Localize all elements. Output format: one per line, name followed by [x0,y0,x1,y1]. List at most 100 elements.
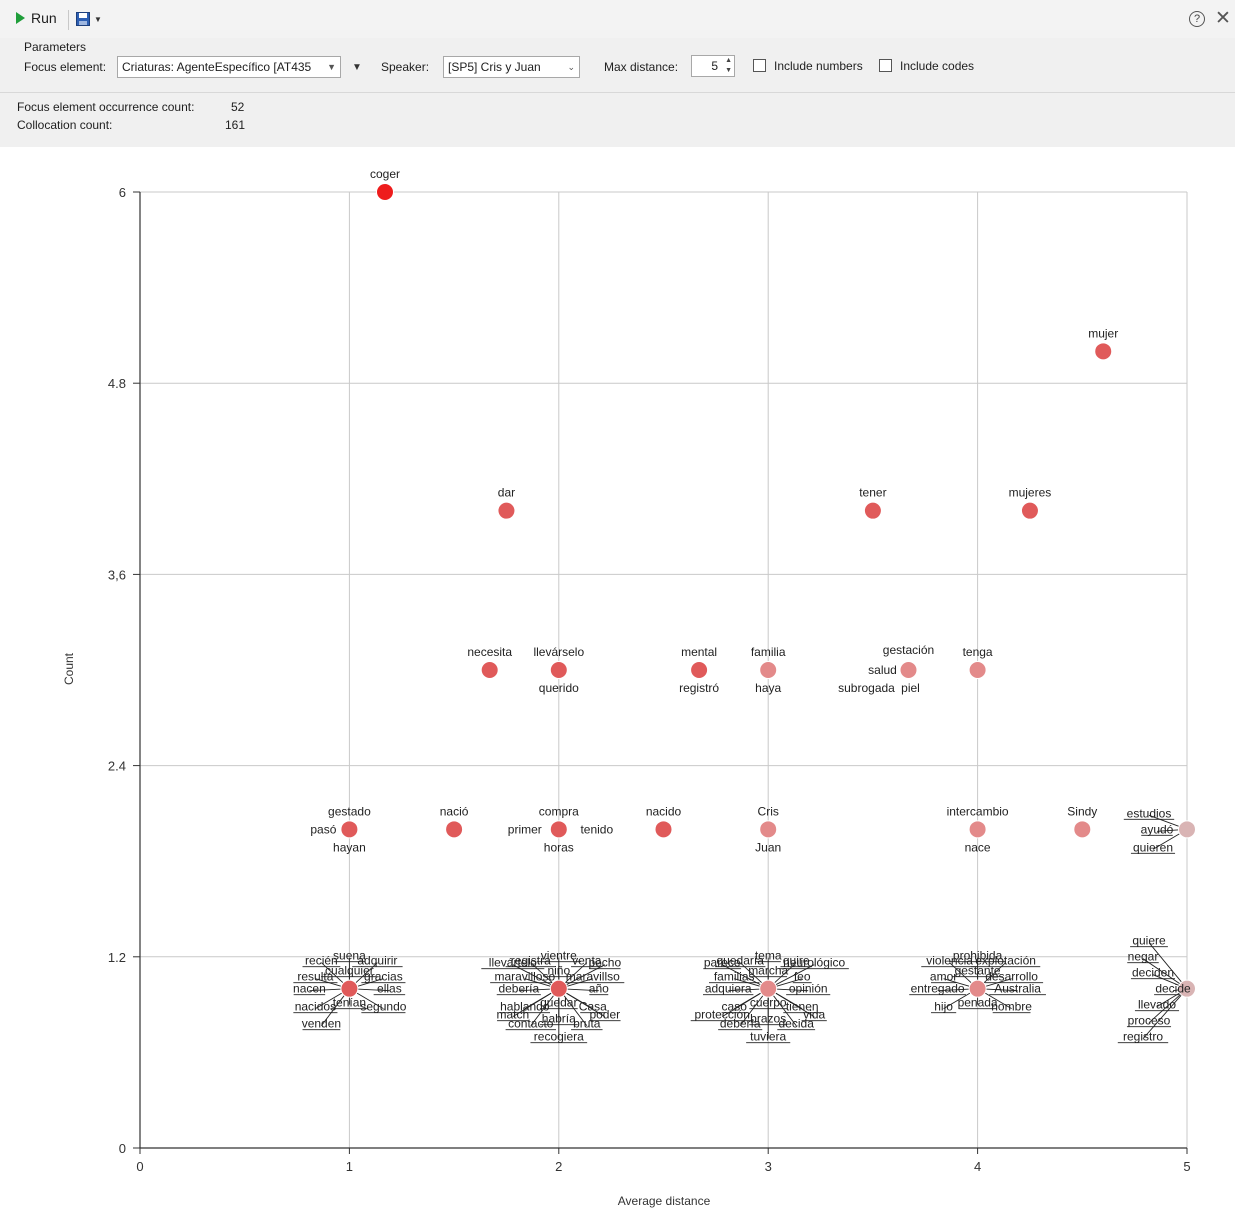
point-label: vida [803,1008,825,1022]
point-label: subrogada [838,681,895,695]
point-label: quedar [540,996,577,1010]
data-point[interactable] [969,821,986,838]
point-label: venden [302,1017,341,1031]
data-point[interactable] [550,662,567,679]
point-label: cuerpo [750,996,787,1010]
x-tick-label: 1 [346,1159,353,1174]
point-label: deciden [1132,966,1174,980]
data-point[interactable] [760,821,777,838]
collocation-count-label: Collocation count: [17,118,112,132]
point-label: neurológico [783,956,845,970]
run-button[interactable]: Run [16,10,57,30]
data-point[interactable] [900,662,917,679]
point-label: tenga [963,645,993,659]
point-label: negar [1128,950,1159,964]
point-label: ayudó [1141,822,1174,836]
data-point[interactable] [1095,343,1112,360]
point-label: piel [901,681,920,695]
data-point[interactable] [1021,502,1038,519]
point-label: hijo [934,1000,953,1014]
point-label: nació [440,804,469,818]
toolbar: Run ▼ ? ✕ [0,0,1235,38]
point-label: familia [751,645,786,659]
data-point[interactable] [376,184,393,201]
x-tick-label: 0 [136,1159,143,1174]
max-distance-stepper[interactable]: 5 ▲ ▼ [691,55,735,77]
point-label: año [589,982,609,996]
point-label: debería [498,982,539,996]
point-label: haya [755,681,781,695]
focus-element-dropdown-button[interactable]: ▼ [352,62,362,73]
max-distance-value: 5 [711,59,718,73]
parameters-panel: Parameters Focus element: Criaturas: Age… [0,38,1235,93]
x-tick-label: 5 [1183,1159,1190,1174]
point-label: tenido [580,822,613,836]
collocation-scatter-chart: 0 1 2 3 4 5 0 1.2 2.4 3,6 4.8 6 Average distance Co… [0,148,1235,1215]
point-label: quiere [1132,934,1166,948]
data-point[interactable] [969,662,986,679]
data-point[interactable] [341,980,358,997]
x-tick-label: 4 [974,1159,981,1174]
stats-panel: Focus element occurrence count: 52 Collo… [0,93,1235,147]
point-label: protección [695,1008,750,1022]
y-tick-label: 0 [119,1141,126,1156]
stepper-arrows-icon[interactable]: ▲ ▼ [721,56,732,76]
focus-element-combo[interactable]: Criaturas: AgenteEspecífico [AT435 ▼ [117,56,341,78]
point-label: mental [681,645,717,659]
toolbar-separator [68,10,69,30]
point-label: nacen [293,982,326,996]
include-numbers-label: Include numbers [774,59,863,73]
data-point[interactable] [1179,821,1196,838]
data-point[interactable] [550,821,567,838]
chevron-down-icon: ⌄ [567,57,575,77]
y-tick-label: 2.4 [108,759,126,774]
point-label: estudios [1127,806,1172,820]
save-disk-icon [76,12,90,26]
run-label: Run [31,10,57,26]
point-label: ellas [377,982,402,996]
help-button[interactable]: ? [1189,11,1205,27]
point-label: gestado [328,804,371,818]
include-numbers-checkbox[interactable] [753,59,766,72]
x-tick-label: 3 [765,1159,772,1174]
point-label: nacido [646,804,682,818]
point-label: Australia [994,982,1041,996]
data-point[interactable] [691,662,708,679]
point-label: compra [539,804,579,818]
data-point[interactable] [969,980,986,997]
point-label: mujeres [1009,486,1052,500]
point-label: llevárselo [533,645,584,659]
point-label: Sindy [1067,804,1097,818]
data-point[interactable] [655,821,672,838]
point-label: poder [589,1008,620,1022]
point-label: decide [1155,982,1191,996]
point-label: parece [704,956,741,970]
save-dropdown-button[interactable]: ▼ [76,10,104,30]
data-point[interactable] [760,662,777,679]
data-point[interactable] [760,980,777,997]
include-codes-label: Include codes [900,59,974,73]
y-tick-label: 6 [119,185,126,200]
data-point[interactable] [1074,821,1091,838]
point-label: Cris [758,804,779,818]
point-label: pecho [588,956,621,970]
point-label: nombre [991,1000,1032,1014]
data-point[interactable] [446,821,463,838]
point-label: adquiera [705,982,752,996]
data-point[interactable] [498,502,515,519]
x-axis-label: Average distance [618,1194,711,1208]
play-icon [16,12,25,24]
data-point[interactable] [864,502,881,519]
y-axis-label: Count [62,652,76,685]
occurrence-count-label: Focus element occurrence count: [17,100,194,114]
point-label: mujer [1088,326,1118,340]
speaker-combo[interactable]: [SP5] Cris y Juan ⌄ [443,56,580,78]
point-labels: coger mujer dar tener mujeres necesita llevárs… [293,167,1191,1044]
y-tick-label: 4.8 [108,376,126,391]
point-label: match [496,1008,529,1022]
include-codes-checkbox[interactable] [879,59,892,72]
data-point[interactable] [341,821,358,838]
data-point[interactable] [481,662,498,679]
occurrence-count-value: 52 [231,100,244,114]
close-button[interactable]: ✕ [1215,7,1231,30]
